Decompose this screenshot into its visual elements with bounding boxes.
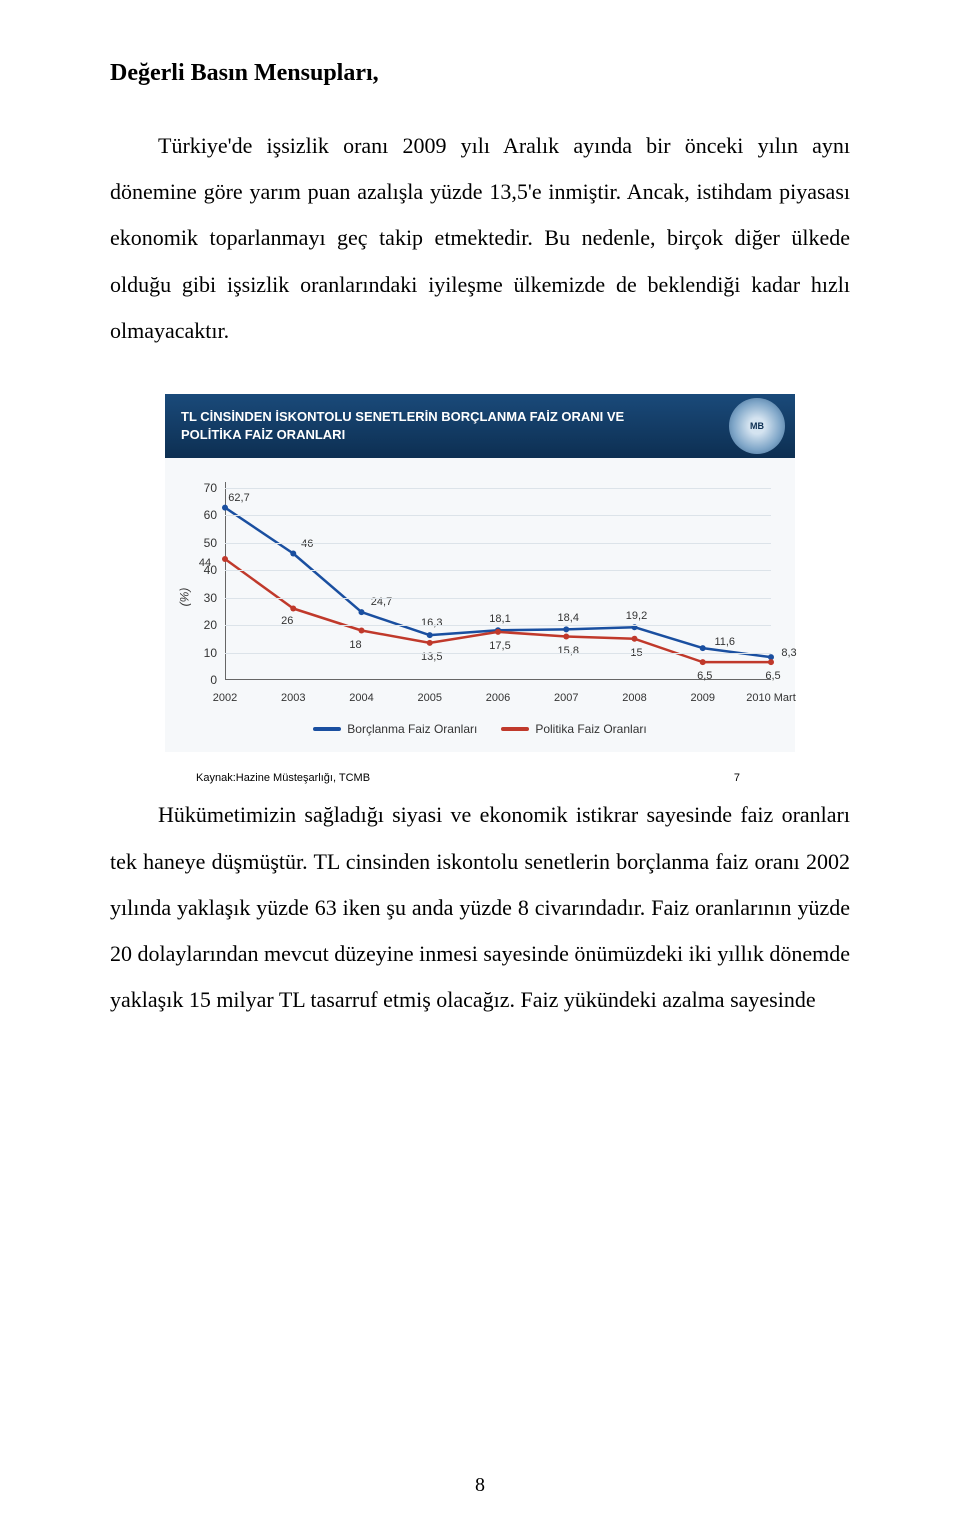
y-tick: 70 xyxy=(181,481,217,495)
series-value-label: 18 xyxy=(349,639,361,651)
series-marker xyxy=(495,629,501,635)
series-marker xyxy=(700,645,706,651)
series-marker xyxy=(427,640,433,646)
chart-slide-number: 7 xyxy=(734,772,740,784)
series-marker xyxy=(222,556,228,562)
series-value-label: 62,7 xyxy=(228,492,249,504)
chart-plot-area: (%) 62,74624,716,318,118,419,211,68,3442… xyxy=(165,458,795,752)
grid-line xyxy=(225,653,771,654)
series-marker xyxy=(290,551,296,557)
legend-item: Borçlanma Faiz Oranları xyxy=(313,722,477,736)
legend-swatch xyxy=(313,727,341,731)
series-value-label: 18,1 xyxy=(489,613,510,625)
grid-line xyxy=(225,625,771,626)
chart-title-line1: TL CİNSİNDEN İSKONTOLU SENETLERİN BORÇLA… xyxy=(181,408,779,426)
series-marker xyxy=(563,627,569,633)
y-tick: 10 xyxy=(181,646,217,660)
series-marker xyxy=(359,609,365,615)
x-tick: 2006 xyxy=(486,692,510,704)
x-tick: 2007 xyxy=(554,692,578,704)
series-value-label: 8,3 xyxy=(781,647,796,659)
series-marker xyxy=(359,628,365,634)
legend-item: Politika Faiz Oranları xyxy=(501,722,646,736)
paragraph-2: Hükümetimizin sağladığı siyasi ve ekonom… xyxy=(110,792,850,1023)
series-value-label: 15,8 xyxy=(558,645,579,657)
legend-label: Politika Faiz Oranları xyxy=(535,722,646,736)
chart-legend: Borçlanma Faiz Oranları Politika Faiz Ora… xyxy=(181,712,779,742)
legend-swatch xyxy=(501,727,529,731)
series-marker xyxy=(563,634,569,640)
x-tick: 2005 xyxy=(418,692,442,704)
series-marker xyxy=(768,659,774,665)
x-tick: 2008 xyxy=(622,692,646,704)
series-value-label: 46 xyxy=(301,538,313,550)
grid-line xyxy=(225,488,771,489)
page-number: 8 xyxy=(475,1474,485,1497)
x-tick: 2010 Mart xyxy=(746,692,796,704)
paragraph-1: Türkiye'de işsizlik oranı 2009 yılı Aral… xyxy=(110,123,850,354)
grid-line xyxy=(225,515,771,516)
chart-title-bar: TL CİNSİNDEN İSKONTOLU SENETLERİN BORÇLA… xyxy=(165,394,795,458)
y-tick: 60 xyxy=(181,508,217,522)
series-value-label: 6,5 xyxy=(697,670,712,682)
chart-source-text: Kaynak:Hazine Müsteşarlığı, TCMB xyxy=(196,772,734,784)
series-value-label: 6,5 xyxy=(765,670,780,682)
chart-source-row: Kaynak:Hazine Müsteşarlığı, TCMB 7 xyxy=(196,772,850,784)
series-value-label: 11,6 xyxy=(714,636,735,648)
series-marker xyxy=(290,606,296,612)
chart-title-line2: POLİTİKA FAİZ ORANLARI xyxy=(181,426,779,444)
series-marker xyxy=(222,505,228,511)
logo-badge: MB xyxy=(729,398,785,454)
series-marker xyxy=(427,632,433,638)
y-tick: 30 xyxy=(181,591,217,605)
y-tick: 40 xyxy=(181,563,217,577)
y-tick: 20 xyxy=(181,618,217,632)
grid-line xyxy=(225,543,771,544)
grid-line xyxy=(225,570,771,571)
y-tick: 0 xyxy=(181,673,217,687)
series-value-label: 16,3 xyxy=(421,617,442,629)
grid-line xyxy=(225,598,771,599)
series-marker xyxy=(700,659,706,665)
series-value-label: 17,5 xyxy=(489,640,510,652)
series-value-label: 18,4 xyxy=(558,612,579,624)
section-heading: Değerli Basın Mensupları, xyxy=(110,60,850,87)
x-tick: 2009 xyxy=(691,692,715,704)
x-tick: 2003 xyxy=(281,692,305,704)
x-tick: 2002 xyxy=(213,692,237,704)
legend-label: Borçlanma Faiz Oranları xyxy=(347,722,477,736)
y-tick: 50 xyxy=(181,536,217,550)
series-marker xyxy=(632,636,638,642)
series-value-label: 19,2 xyxy=(626,610,647,622)
x-tick: 2004 xyxy=(349,692,373,704)
chart-figure: TL CİNSİNDEN İSKONTOLU SENETLERİN BORÇLA… xyxy=(165,394,795,752)
